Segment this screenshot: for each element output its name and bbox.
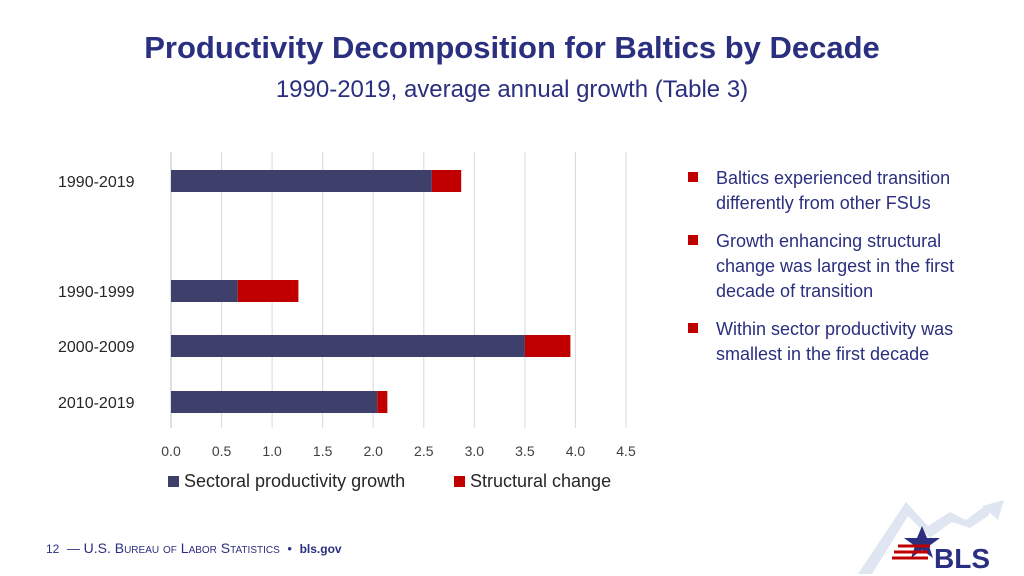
x-tick-label: 1.5 [313,443,333,459]
x-tick-label: 4.0 [566,443,586,459]
slide-subtitle: 1990-2019, average annual growth (Table … [275,76,749,103]
x-tick-label: 2.5 [414,443,434,459]
bar-segment [171,280,238,302]
logo-star-icon [904,526,940,558]
logo-text: BLS [934,543,990,574]
footer-dash: — [66,541,80,556]
y-category-label: 2000-2009 [58,339,135,356]
legend-label: Structural change [470,471,611,491]
bullet-square-icon [688,323,698,333]
bullet-square-icon [688,172,698,182]
slide-title: Productivity Decomposition for Baltics b… [144,30,880,65]
bullet-text: Within sector productivity was smallest … [716,319,954,364]
y-category-label: 1990-1999 [58,284,135,301]
bar-segment [377,391,388,413]
x-tick-label: 4.5 [616,443,636,459]
footer-separator: • [287,541,292,556]
legend-label: Sectoral productivity growth [184,471,405,491]
bullet-square-icon [688,235,698,245]
x-tick-label: 3.5 [515,443,535,459]
y-category-label: 1990-2019 [58,174,135,191]
agency-name: U.S. Bureau of Labor Statistics [83,540,280,556]
bls-logo: BLS [858,500,1004,574]
x-tick-label: 2.0 [363,443,383,459]
bar-segment [171,170,432,192]
logo-swoosh [858,502,994,574]
bullet-item: Within sector productivity was smallest … [688,317,988,367]
bar-segment [524,335,571,357]
website-link[interactable]: bls.gov [299,542,342,556]
bullet-text: Baltics experienced transition different… [716,168,951,213]
legend-swatch [454,476,465,487]
x-tick-label: 0.0 [161,443,181,459]
footer: 12 — U.S. Bureau of Labor Statistics • b… [46,540,342,556]
bar-segment [431,170,462,192]
legend-swatch [168,476,179,487]
logo-swoosh-arrow [982,500,1004,520]
x-tick-label: 3.0 [465,443,485,459]
x-tick-label: 1.0 [262,443,282,459]
x-tick-label: 0.5 [212,443,232,459]
bar-segment [171,335,525,357]
bar-segment [171,391,378,413]
bullet-item: Baltics experienced transition different… [688,166,988,216]
bullet-text: Growth enhancing structural change was l… [716,231,955,301]
bullet-item: Growth enhancing structural change was l… [688,229,988,304]
y-category-label: 2010-2019 [58,395,135,412]
bar-segment [237,280,299,302]
bullet-list: Baltics experienced transition different… [688,166,988,380]
logo-stripes [892,544,930,560]
stacked-bar-chart: 0.0 0.5 1.0 1.5 2.0 2.5 3.0 3.5 4.0 4.5 1990-2019 1… [58,152,636,491]
page-number: 12 [46,542,60,556]
